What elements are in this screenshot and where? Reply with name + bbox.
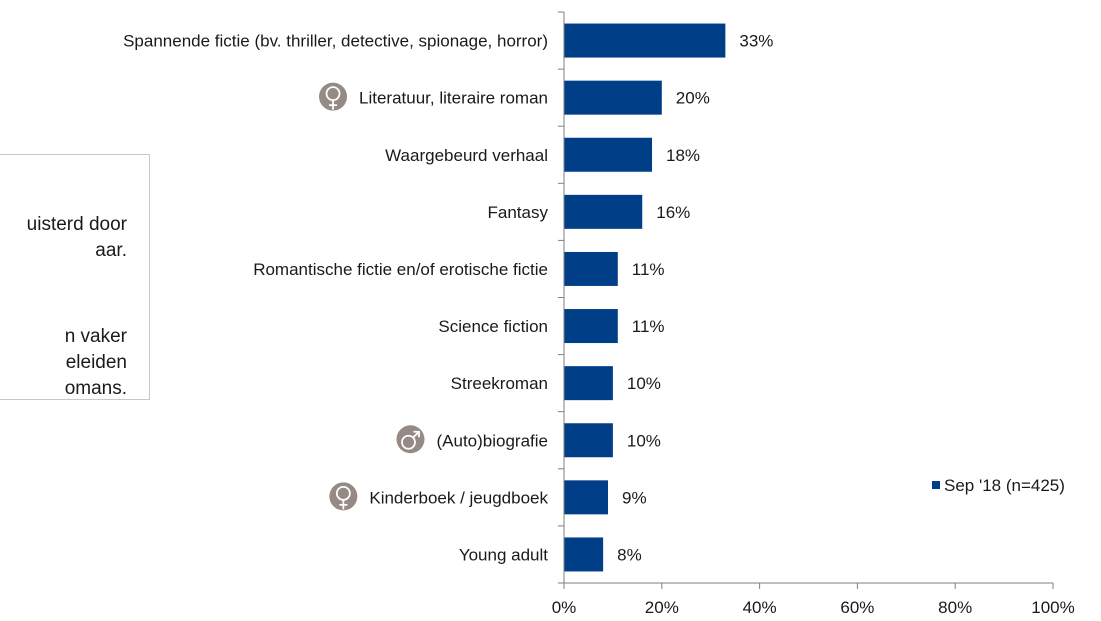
category-label: Spannende fictie (bv. thriller, detectiv…: [123, 32, 548, 51]
category-label: Streekroman: [451, 374, 548, 393]
x-tick-label: 80%: [938, 598, 972, 617]
category-label: (Auto)biografie: [436, 431, 548, 450]
bar: [564, 309, 618, 344]
note-line: aar.: [95, 240, 127, 261]
note-line: n vaker: [64, 326, 127, 347]
note-box: uisterd door aar. n vaker eleiden omans.: [0, 154, 150, 400]
x-tick-label: 100%: [1031, 598, 1074, 617]
legend-swatch: [932, 481, 940, 489]
bar: [564, 251, 618, 286]
value-label: 20%: [676, 89, 710, 108]
x-tick-label: 20%: [645, 598, 679, 617]
bar: [564, 137, 653, 172]
note-line: eleiden: [65, 352, 127, 373]
bar: [564, 423, 613, 458]
bar: [564, 480, 609, 515]
category-label: Waargebeurd verhaal: [385, 146, 548, 165]
note-line: uisterd door: [26, 214, 127, 235]
x-tick-label: 0%: [552, 598, 577, 617]
value-label: 11%: [632, 260, 665, 279]
value-label: 8%: [617, 545, 642, 564]
bar: [564, 80, 662, 115]
category-label: Kinderboek / jeugdboek: [369, 488, 548, 507]
value-label: 33%: [739, 32, 773, 51]
bar: [564, 23, 726, 58]
category-label: Romantische fictie en/of erotische ficti…: [253, 260, 548, 279]
bar: [564, 537, 604, 572]
legend: Sep '18 (n=425): [932, 476, 1065, 495]
bar: [564, 366, 613, 401]
male-icon: [396, 425, 425, 454]
value-label: 10%: [627, 431, 661, 450]
female-icon: [329, 482, 358, 511]
category-label: Literatuur, literaire roman: [359, 89, 548, 108]
x-tick-label: 40%: [743, 598, 777, 617]
category-label: Fantasy: [488, 203, 549, 222]
note-line: omans.: [64, 378, 127, 399]
value-label: 18%: [666, 146, 700, 165]
x-tick-label: 60%: [840, 598, 874, 617]
bar: [564, 194, 643, 229]
female-icon: [319, 82, 348, 111]
value-label: 9%: [622, 488, 647, 507]
category-label: Science fiction: [438, 317, 548, 336]
category-label: Young adult: [459, 545, 548, 564]
legend-label: Sep '18 (n=425): [944, 476, 1065, 495]
value-label: 10%: [627, 374, 661, 393]
value-label: 16%: [656, 203, 690, 222]
value-label: 11%: [632, 317, 665, 336]
